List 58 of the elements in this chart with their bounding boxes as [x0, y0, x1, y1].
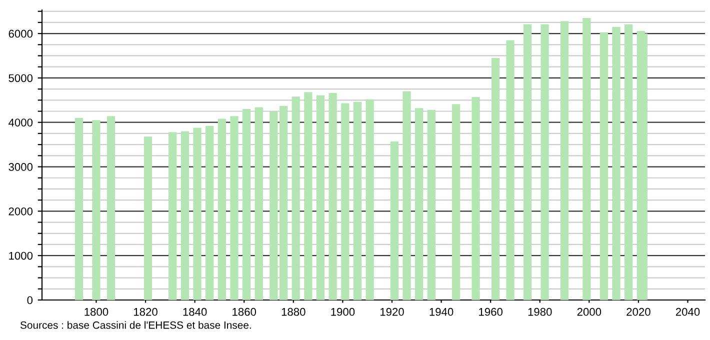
y-tick-label: 6000 — [8, 30, 33, 38]
bar — [144, 136, 152, 300]
bar — [230, 116, 238, 300]
x-tick-label: 1840 — [183, 308, 207, 316]
bar — [206, 126, 214, 300]
bar — [402, 91, 411, 300]
bar — [582, 18, 591, 300]
y-tick-label: 0 — [27, 296, 33, 304]
bar — [506, 40, 514, 300]
x-tick-label: 1980 — [528, 308, 552, 316]
x-tick-label: 1900 — [331, 308, 355, 316]
bar — [427, 110, 436, 300]
bar — [316, 95, 325, 300]
bar — [523, 24, 532, 300]
bar — [624, 24, 633, 300]
bar — [341, 103, 350, 300]
bar — [254, 107, 263, 300]
y-tick-label: 3000 — [8, 163, 33, 171]
x-tick-label: 1960 — [479, 308, 502, 316]
y-tick-label: 2000 — [8, 207, 33, 216]
bar — [218, 118, 226, 300]
source-note: Sources : base Cassini de l'EHESS et base Insee. — [20, 321, 251, 329]
x-tick-label: 1820 — [134, 308, 158, 316]
y-tick-label: 4000 — [8, 118, 33, 126]
bar — [452, 104, 460, 300]
bar — [270, 111, 278, 300]
bar — [92, 120, 100, 300]
bar — [636, 30, 645, 300]
bar — [74, 118, 84, 300]
bar — [600, 32, 608, 300]
x-tick-label: 1920 — [380, 308, 404, 316]
x-tick-label: 1880 — [282, 308, 306, 316]
bar — [193, 128, 202, 300]
bar — [304, 92, 312, 300]
bar — [353, 102, 362, 300]
bar — [366, 99, 374, 300]
bar — [472, 97, 480, 300]
x-tick-label: 2000 — [577, 308, 602, 316]
x-tick-label: 1800 — [84, 308, 108, 316]
bar — [279, 106, 288, 300]
bar — [168, 132, 177, 300]
x-tick-label: 1940 — [430, 308, 454, 316]
bar — [612, 26, 620, 300]
bar — [292, 96, 300, 300]
bar — [415, 108, 424, 300]
x-tick-label: 2040 — [676, 308, 700, 316]
bar — [491, 58, 500, 300]
x-tick-label: 1860 — [232, 308, 256, 316]
bar — [242, 109, 251, 300]
bar — [180, 131, 190, 300]
bar — [390, 141, 399, 300]
bar — [106, 116, 116, 300]
bar — [540, 24, 549, 300]
y-tick-label: 5000 — [8, 74, 33, 82]
x-tick-label: 2020 — [626, 308, 650, 316]
bar — [560, 21, 569, 300]
bar — [328, 93, 337, 300]
y-tick-label: 1000 — [9, 252, 33, 260]
